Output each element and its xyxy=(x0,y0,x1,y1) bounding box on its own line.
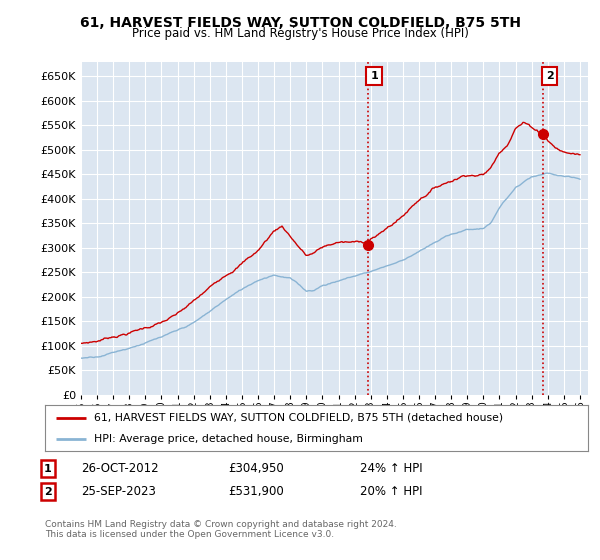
Text: 2: 2 xyxy=(44,487,52,497)
Text: 1: 1 xyxy=(370,71,378,81)
Text: HPI: Average price, detached house, Birmingham: HPI: Average price, detached house, Birm… xyxy=(94,435,363,444)
Text: 2: 2 xyxy=(546,71,554,81)
Text: 20% ↑ HPI: 20% ↑ HPI xyxy=(360,485,422,498)
Text: 26-OCT-2012: 26-OCT-2012 xyxy=(81,462,158,475)
Text: Contains HM Land Registry data © Crown copyright and database right 2024.
This d: Contains HM Land Registry data © Crown c… xyxy=(45,520,397,539)
Text: 61, HARVEST FIELDS WAY, SUTTON COLDFIELD, B75 5TH (detached house): 61, HARVEST FIELDS WAY, SUTTON COLDFIELD… xyxy=(94,413,503,423)
Text: £531,900: £531,900 xyxy=(228,485,284,498)
Text: 24% ↑ HPI: 24% ↑ HPI xyxy=(360,462,422,475)
Text: 1: 1 xyxy=(44,464,52,474)
Text: Price paid vs. HM Land Registry's House Price Index (HPI): Price paid vs. HM Land Registry's House … xyxy=(131,27,469,40)
Text: £304,950: £304,950 xyxy=(228,462,284,475)
Text: 61, HARVEST FIELDS WAY, SUTTON COLDFIELD, B75 5TH: 61, HARVEST FIELDS WAY, SUTTON COLDFIELD… xyxy=(79,16,521,30)
Text: 25-SEP-2023: 25-SEP-2023 xyxy=(81,485,156,498)
